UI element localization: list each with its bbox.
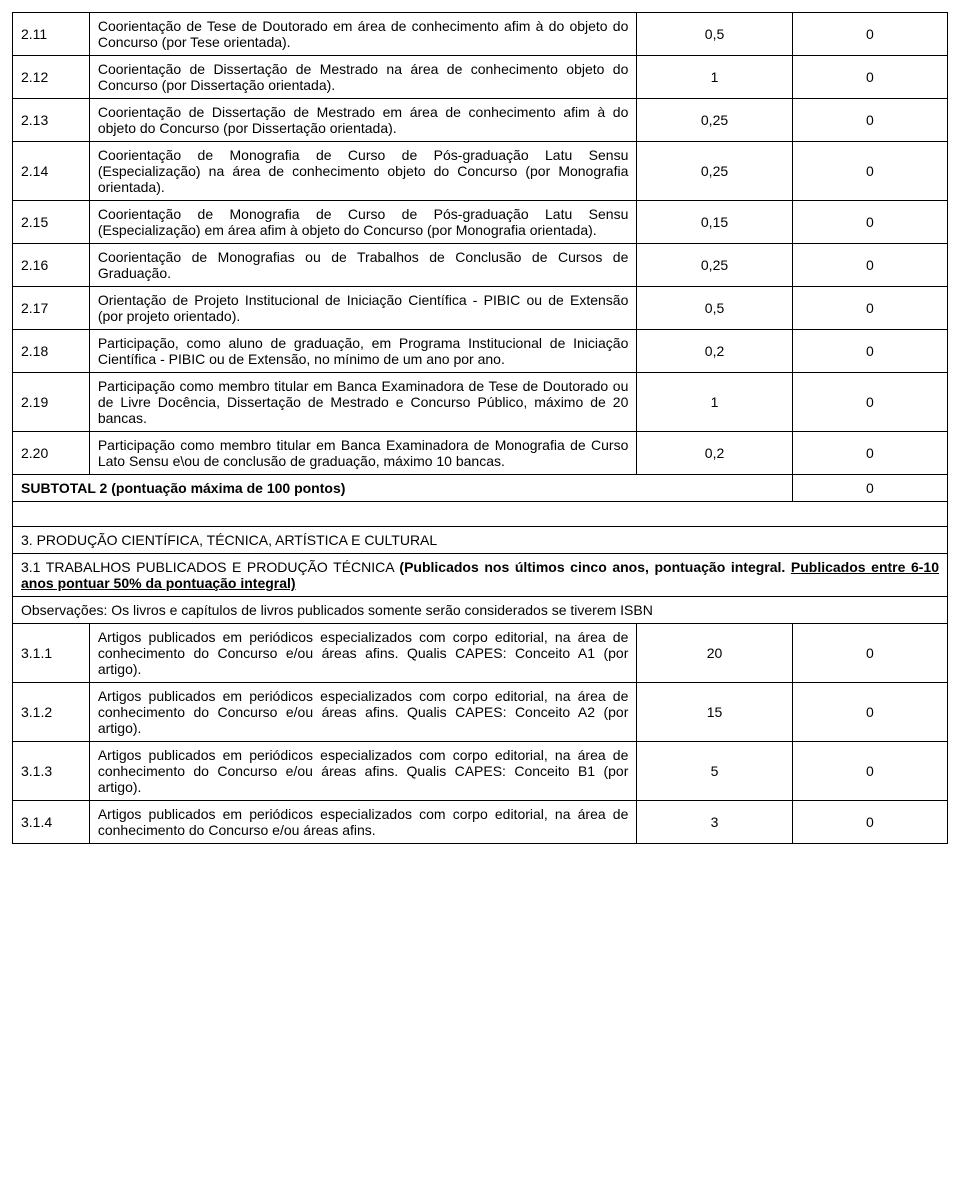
row-score: 0: [792, 624, 947, 683]
row-score: 0: [792, 330, 947, 373]
criteria-table: 2.11 Coorientação de Tese de Doutorado e…: [12, 12, 948, 844]
row-points: 0,25: [637, 99, 792, 142]
row-number: 3.1.2: [13, 683, 90, 742]
row-description: Coorientação de Tese de Doutorado em áre…: [89, 13, 637, 56]
row-points: 0,25: [637, 142, 792, 201]
row-score: 0: [792, 99, 947, 142]
subsection-plain: 3.1 TRABALHOS PUBLICADOS E PRODUÇÃO TÉCN…: [21, 559, 399, 575]
row-description: Participação, como aluno de graduação, e…: [89, 330, 637, 373]
row-number: 2.18: [13, 330, 90, 373]
row-number: 2.19: [13, 373, 90, 432]
row-description: Coorientação de Dissertação de Mestrado …: [89, 99, 637, 142]
subtotal-label: SUBTOTAL 2 (pontuação máxima de 100 pont…: [13, 475, 793, 502]
table-row: 2.17 Orientação de Projeto Institucional…: [13, 287, 948, 330]
observations-text: Observações: Os livros e capítulos de li…: [13, 597, 948, 624]
row-number: 2.15: [13, 201, 90, 244]
row-description: Coorientação de Monografias ou de Trabal…: [89, 244, 637, 287]
row-number: 2.16: [13, 244, 90, 287]
table-row: 2.14 Coorientação de Monografia de Curso…: [13, 142, 948, 201]
table-row: 2.13 Coorientação de Dissertação de Mest…: [13, 99, 948, 142]
section-header-row: 3. PRODUÇÃO CIENTÍFICA, TÉCNICA, ARTÍSTI…: [13, 527, 948, 554]
row-points: 0,15: [637, 201, 792, 244]
row-score: 0: [792, 142, 947, 201]
row-number: 2.11: [13, 13, 90, 56]
row-description: Artigos publicados em periódicos especia…: [89, 624, 637, 683]
subtotal-row: SUBTOTAL 2 (pontuação máxima de 100 pont…: [13, 475, 948, 502]
row-number: 3.1.3: [13, 742, 90, 801]
row-score: 0: [792, 56, 947, 99]
subsection-header-row: 3.1 TRABALHOS PUBLICADOS E PRODUÇÃO TÉCN…: [13, 554, 948, 597]
row-score: 0: [792, 432, 947, 475]
row-points: 0,2: [637, 432, 792, 475]
row-points: 5: [637, 742, 792, 801]
observations-row: Observações: Os livros e capítulos de li…: [13, 597, 948, 624]
row-score: 0: [792, 201, 947, 244]
row-score: 0: [792, 742, 947, 801]
row-points: 3: [637, 801, 792, 844]
row-description: Orientação de Projeto Institucional de I…: [89, 287, 637, 330]
row-points: 15: [637, 683, 792, 742]
row-number: 2.14: [13, 142, 90, 201]
table-row: 2.15 Coorientação de Monografia de Curso…: [13, 201, 948, 244]
subtotal-value: 0: [792, 475, 947, 502]
section-header: 3. PRODUÇÃO CIENTÍFICA, TÉCNICA, ARTÍSTI…: [13, 527, 948, 554]
row-description: Coorientação de Dissertação de Mestrado …: [89, 56, 637, 99]
row-description: Participação como membro titular em Banc…: [89, 432, 637, 475]
table-row: 3.1.1 Artigos publicados em periódicos e…: [13, 624, 948, 683]
row-points: 1: [637, 56, 792, 99]
table-row: 2.19 Participação como membro titular em…: [13, 373, 948, 432]
table-row: 3.1.2 Artigos publicados em periódicos e…: [13, 683, 948, 742]
row-description: Artigos publicados em periódicos especia…: [89, 683, 637, 742]
row-points: 20: [637, 624, 792, 683]
row-score: 0: [792, 373, 947, 432]
subsection-header: 3.1 TRABALHOS PUBLICADOS E PRODUÇÃO TÉCN…: [13, 554, 948, 597]
table-row: 2.18 Participação, como aluno de graduaç…: [13, 330, 948, 373]
table-row: 2.12 Coorientação de Dissertação de Mest…: [13, 56, 948, 99]
row-points: 0,5: [637, 13, 792, 56]
table-row: 2.20 Participação como membro titular em…: [13, 432, 948, 475]
row-number: 2.12: [13, 56, 90, 99]
row-points: 0,2: [637, 330, 792, 373]
row-description: Artigos publicados em periódicos especia…: [89, 801, 637, 844]
row-number: 3.1.4: [13, 801, 90, 844]
separator-row: [13, 502, 948, 527]
subsection-bold: (Publicados nos últimos cinco anos, pont…: [399, 559, 790, 575]
row-points: 0,5: [637, 287, 792, 330]
row-score: 0: [792, 287, 947, 330]
row-score: 0: [792, 244, 947, 287]
table-row: 3.1.3 Artigos publicados em periódicos e…: [13, 742, 948, 801]
row-points: 0,25: [637, 244, 792, 287]
table-row: 2.16 Coorientação de Monografias ou de T…: [13, 244, 948, 287]
row-description: Coorientação de Monografia de Curso de P…: [89, 142, 637, 201]
row-number: 2.17: [13, 287, 90, 330]
table-row: 2.11 Coorientação de Tese de Doutorado e…: [13, 13, 948, 56]
table-row: 3.1.4 Artigos publicados em periódicos e…: [13, 801, 948, 844]
row-number: 3.1.1: [13, 624, 90, 683]
row-score: 0: [792, 801, 947, 844]
row-number: 2.13: [13, 99, 90, 142]
row-score: 0: [792, 683, 947, 742]
row-description: Coorientação de Monografia de Curso de P…: [89, 201, 637, 244]
row-number: 2.20: [13, 432, 90, 475]
row-description: Artigos publicados em periódicos especia…: [89, 742, 637, 801]
row-points: 1: [637, 373, 792, 432]
row-score: 0: [792, 13, 947, 56]
row-description: Participação como membro titular em Banc…: [89, 373, 637, 432]
